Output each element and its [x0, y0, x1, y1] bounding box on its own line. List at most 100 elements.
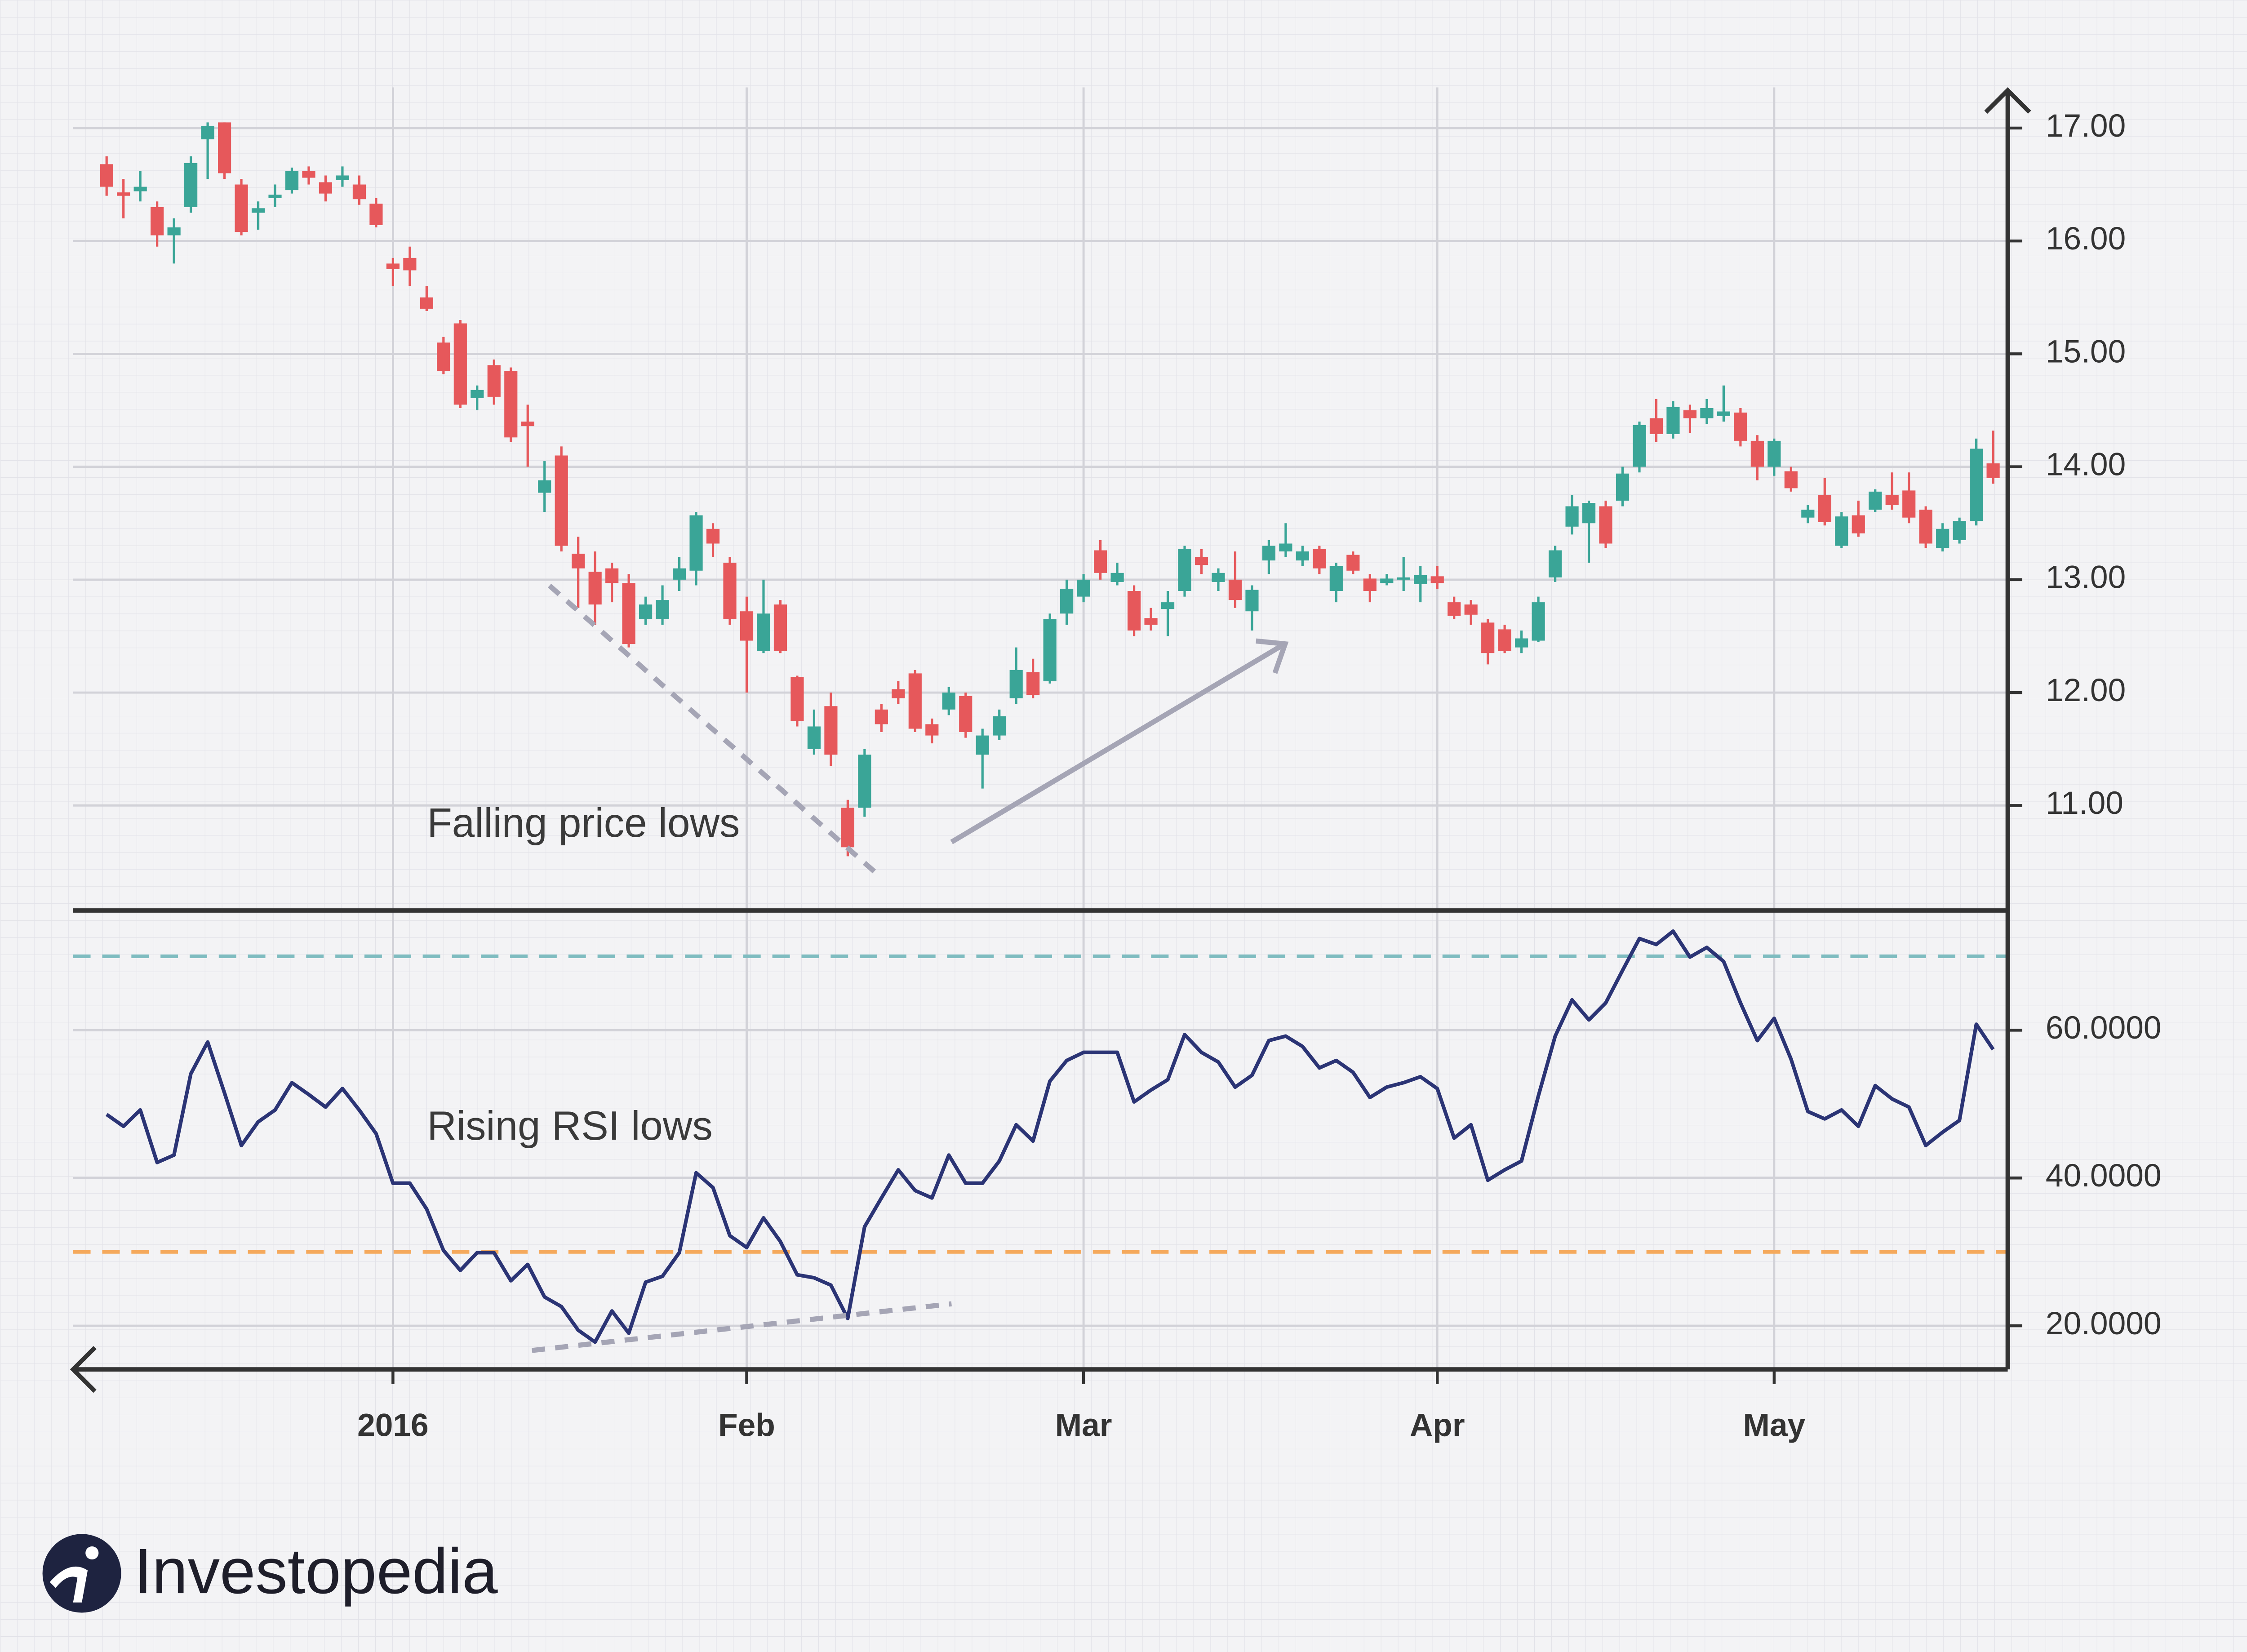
rising-arrow [950, 643, 1284, 844]
candle-body [925, 724, 939, 736]
candle-body [437, 342, 450, 371]
candle-body [605, 568, 619, 583]
candle-body [1565, 506, 1579, 527]
candle-body [420, 297, 433, 309]
candle-body [1195, 557, 1208, 565]
candle-body [757, 613, 770, 651]
y-tick-label: 16.00 [2046, 221, 2126, 257]
rsi-line [105, 929, 1995, 1344]
candle-body [1346, 555, 1360, 571]
candle-body [1397, 577, 1410, 580]
candle-body [1885, 495, 1899, 506]
candle-body [1430, 576, 1444, 583]
grid [73, 87, 2008, 1384]
candle-body [1515, 638, 1528, 648]
candle-body [1616, 473, 1630, 501]
y-tick-label: 15.00 [2046, 333, 2126, 369]
candle-body [1835, 516, 1848, 546]
candle-body [1683, 410, 1697, 418]
x-tick-label: Feb [718, 1408, 775, 1443]
candle-body [639, 604, 653, 619]
candle-body [1582, 503, 1596, 524]
candle-body [555, 455, 568, 546]
x-tick-label: May [1743, 1408, 1805, 1443]
candle-body [790, 676, 804, 721]
candle-body [773, 604, 787, 651]
candle-body [858, 755, 871, 808]
x-tick-label: 2016 [357, 1408, 429, 1443]
x-axis-arrow [70, 1346, 97, 1393]
candle-body [1262, 546, 1276, 561]
candle-body [1919, 510, 1932, 544]
candle-body [1869, 491, 1882, 510]
candle-body [1970, 449, 1983, 521]
candle-body [1717, 411, 1730, 416]
candle-body [1414, 575, 1427, 584]
candle-body [875, 709, 888, 724]
candle-body [1953, 521, 1966, 540]
candle-body [117, 192, 130, 196]
candle-body [908, 673, 922, 729]
candle-body [942, 693, 955, 710]
y-tick-label: 20.0000 [2046, 1306, 2162, 1341]
falling-trend-line [547, 583, 879, 876]
candle-body [1599, 506, 1612, 544]
candle-body [1481, 622, 1495, 653]
candle-body [538, 480, 551, 493]
candle-body [1700, 408, 1714, 418]
y-tick-label: 13.00 [2046, 560, 2126, 595]
candle-body [100, 164, 113, 187]
candle-body [1649, 418, 1663, 434]
rsi-annotation: Rising RSI lows [427, 1103, 712, 1149]
candle-body [133, 187, 147, 191]
y-tick-label: 12.00 [2046, 672, 2126, 708]
candle-body [319, 182, 333, 194]
candle-body [1363, 578, 1377, 591]
candle-body [723, 563, 737, 619]
logo-swoosh [49, 1566, 88, 1603]
candle-body [1279, 543, 1292, 552]
candle-body [959, 696, 973, 733]
candle-body [824, 706, 838, 755]
candle-body [1633, 425, 1646, 467]
y-tick-label: 17.00 [2046, 108, 2126, 144]
candle-body [841, 808, 854, 848]
candle-body [1380, 578, 1394, 583]
candle-body [1549, 550, 1562, 577]
brand: Investopedia [134, 1536, 498, 1607]
candle-body [807, 726, 821, 749]
candle-body [218, 122, 231, 173]
candle-body [184, 163, 198, 207]
candle-body [369, 204, 383, 226]
candle-body [572, 554, 585, 568]
candle-body [1767, 440, 1781, 467]
candle-body [976, 735, 989, 755]
candle-body [622, 583, 635, 644]
candle-body [403, 258, 417, 271]
candle-body [251, 208, 265, 213]
candle-body [1329, 566, 1343, 591]
candle-body [487, 365, 501, 397]
candle-body [1043, 619, 1057, 682]
candle-body [656, 600, 669, 619]
annotations [532, 583, 1289, 1353]
candle-body [1127, 591, 1141, 631]
candle-body [1986, 463, 2000, 478]
candle-body [1532, 602, 1545, 641]
x-tick-label: Apr [1410, 1408, 1465, 1443]
candle-body [336, 175, 349, 180]
candle-body [1212, 573, 1225, 582]
marks [100, 122, 2000, 1344]
candle-body [1245, 590, 1259, 612]
y-tick-label: 60.0000 [2046, 1010, 2162, 1046]
candle-body [167, 227, 181, 235]
candle-body [1448, 602, 1461, 616]
candle-body [1110, 573, 1124, 582]
candle-body [235, 184, 248, 232]
candle-body [1026, 672, 1040, 695]
candle-body [521, 422, 534, 426]
logo-dot [85, 1546, 99, 1560]
candle-body [672, 568, 686, 580]
candle-body [740, 611, 754, 641]
candle-body [1094, 550, 1107, 573]
